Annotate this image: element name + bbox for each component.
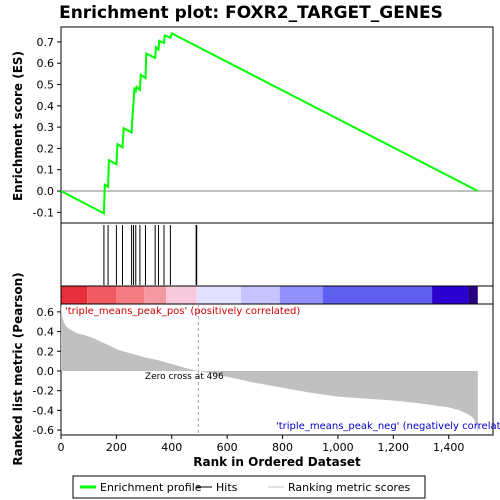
heatmap-segment: [61, 286, 88, 304]
es-y-tick-label: 0.4: [37, 100, 55, 113]
rank-x-tick-label: 600: [217, 441, 238, 454]
legend-label: Hits: [216, 481, 238, 494]
zero-cross-label: Zero cross at 496: [145, 372, 224, 382]
metric-y-tick-label: -0.4: [33, 404, 54, 417]
metric-y-tick-label: 0.4: [37, 326, 55, 339]
metric-y-label: Ranked list metric (Pearson): [11, 272, 25, 465]
heatmap-segment: [144, 286, 167, 304]
rank-x-tick-label: 1,000: [322, 441, 354, 454]
hits-panel: [60, 222, 494, 287]
rank-x-tick-label: 0: [58, 441, 65, 454]
heatmap-segment: [468, 286, 478, 304]
es-y-ticks: -0.1 0.0 0.1 0.2 0.3 0.4 0.5 0.6 0.7: [33, 36, 61, 219]
enrichment-profile-line: [60, 31, 479, 216]
rank-x-tick-label: 1,400: [433, 441, 465, 454]
es-y-tick-label: -0.1: [33, 206, 54, 219]
metric-y-tick-label: 0.0: [37, 365, 55, 378]
legend-label: Enrichment profile: [100, 481, 202, 494]
metric-y-ticks: -0.6 -0.4 -0.2 0.0 0.2 0.4 0.6: [33, 306, 61, 437]
rank-x-tick-label: 800: [272, 441, 293, 454]
heatmap-segment: [432, 286, 469, 304]
heatmap-segment: [322, 286, 433, 304]
heatmap-segment: [116, 286, 145, 304]
rank-x-tick-label: 1,200: [378, 441, 410, 454]
legend: Enrichment profile Hits Ranking metric sco…: [72, 475, 426, 499]
legend-label: Ranking metric scores: [288, 481, 410, 494]
heatmap-segment: [241, 286, 280, 304]
rank-x-tick-label: 200: [106, 441, 127, 454]
rank-x-ticks: 0 200 400 600 800 1,000 1,200 1,400: [58, 435, 465, 454]
negative-correlation-label: 'triple_means_peak_neg' (negatively corr…: [276, 421, 500, 432]
es-panel: -0.1 0.0 0.1 0.2 0.3 0.4 0.5 0.6 0.7 Enrichment …: [11, 26, 494, 224]
heatmap-segment: [87, 286, 117, 304]
es-y-tick-label: 0.0: [37, 185, 55, 198]
heatmap-segment: [196, 286, 241, 304]
es-y-tick-label: 0.6: [37, 57, 55, 70]
heatmap-segment: [166, 286, 197, 304]
metric-y-tick-label: 0.2: [37, 345, 55, 358]
hits-panel-frame: [60, 222, 494, 287]
metric-y-tick-label: -0.2: [33, 385, 54, 398]
es-y-tick-label: 0.2: [37, 142, 55, 155]
es-y-tick-label: 0.3: [37, 121, 55, 134]
rank-x-label: Rank in Ordered Dataset: [193, 455, 361, 469]
metric-y-tick-label: -0.6: [33, 424, 54, 437]
metric-y-tick-label: 0.6: [37, 306, 55, 319]
heatmap-segment: [279, 286, 323, 304]
es-y-tick-label: 0.7: [37, 36, 55, 49]
metric-panel: Zero cross at 496 'triple_means_peak_pos…: [11, 272, 500, 469]
rank-heatmap: [60, 285, 494, 305]
rank-x-tick-label: 400: [161, 441, 182, 454]
hit-marks: [103, 225, 198, 285]
chart-title: Enrichment plot: FOXR2_TARGET_GENES: [59, 3, 443, 23]
legend-items: Enrichment profile Hits Ranking metric sco…: [80, 481, 410, 494]
es-y-tick-label: 0.1: [37, 164, 55, 177]
legend-frame: [72, 475, 426, 499]
es-panel-frame: [60, 26, 494, 224]
ranking-metric-area: [61, 304, 478, 433]
positive-correlation-label: 'triple_means_peak_pos' (positively corr…: [65, 306, 300, 317]
es-y-tick-label: 0.5: [37, 79, 55, 92]
heatmap-segments: [61, 286, 478, 304]
es-y-label: Enrichment score (ES): [11, 51, 25, 201]
